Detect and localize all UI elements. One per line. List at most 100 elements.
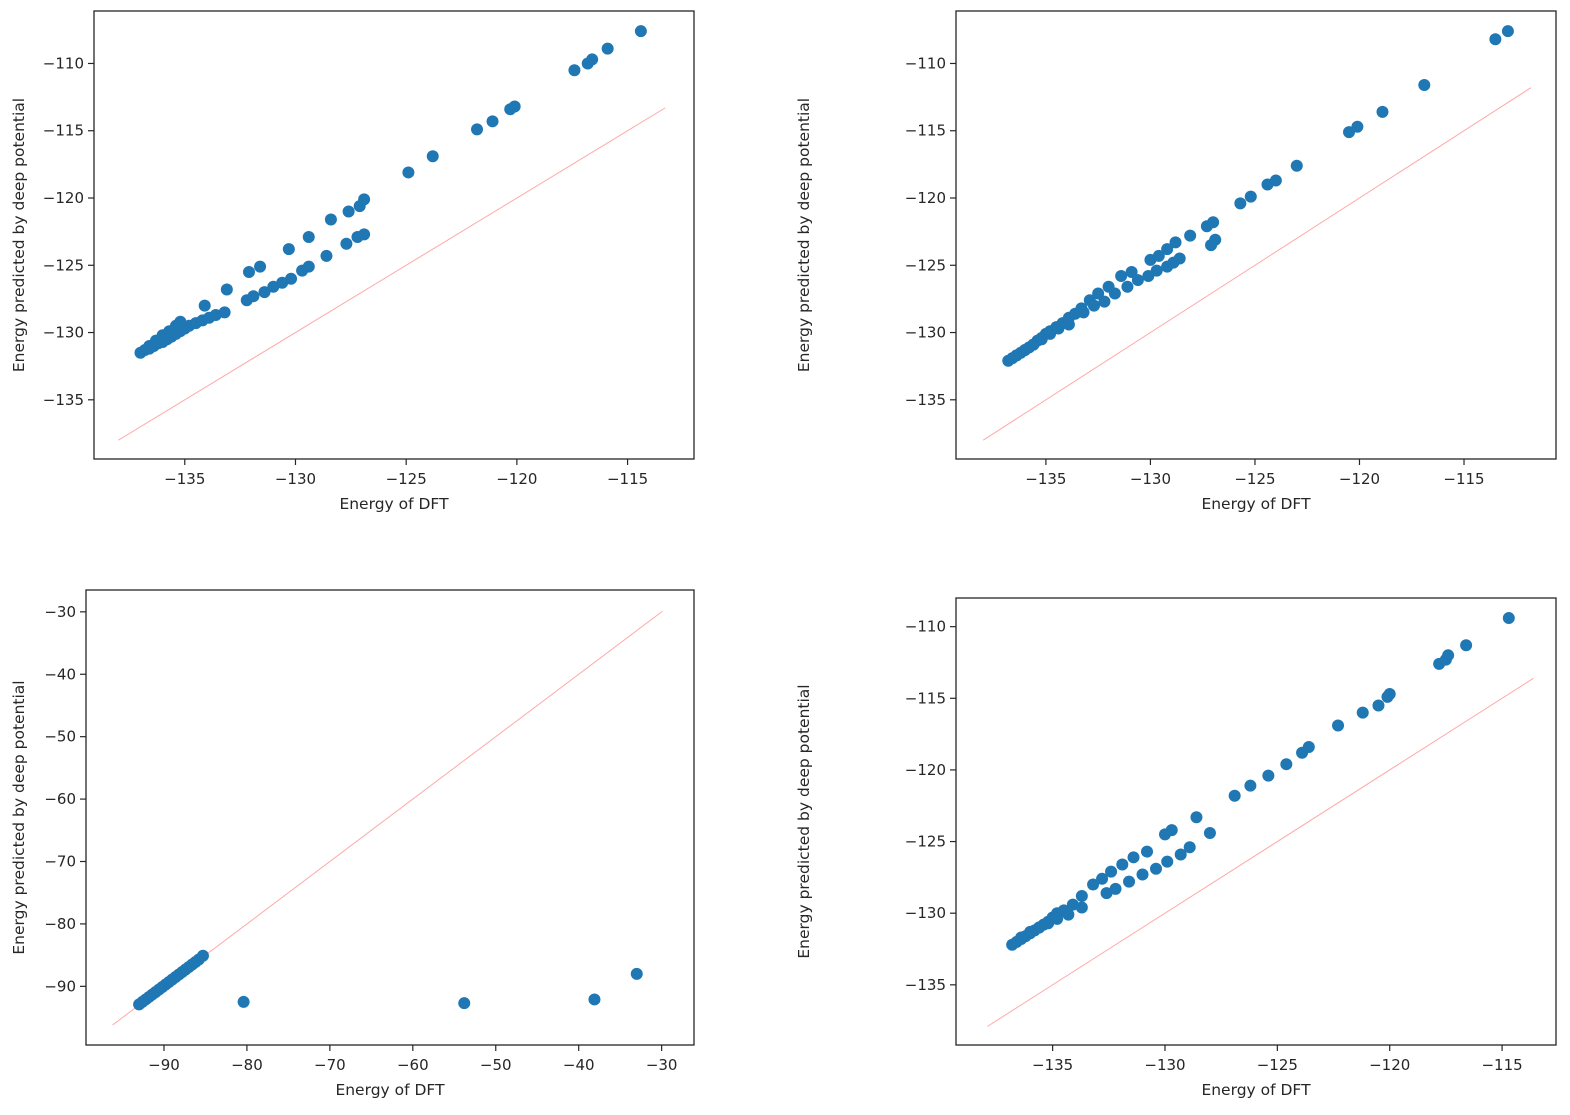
plot-top-left: −135 −130 −125 −120 −115 −110 −115 −120 −125 −130… xyxy=(0,0,785,555)
data-point xyxy=(302,260,315,273)
data-point xyxy=(1131,274,1144,287)
data-point xyxy=(1152,249,1165,262)
data-point xyxy=(1161,243,1174,256)
data-point xyxy=(1075,901,1088,914)
y-tick-label: −135 xyxy=(905,976,946,994)
y-tick-label: −115 xyxy=(905,122,946,140)
data-point xyxy=(1332,719,1345,732)
y-tick-label: −70 xyxy=(44,853,76,871)
reference-line xyxy=(118,107,666,441)
y-tick-label: −80 xyxy=(44,915,76,933)
data-point xyxy=(1042,917,1055,930)
data-point xyxy=(1174,848,1187,861)
x-tick-label: −130 xyxy=(275,470,316,488)
x-tick-label: −60 xyxy=(397,1056,429,1074)
data-point xyxy=(1121,280,1134,293)
x-tick-label: −115 xyxy=(1443,470,1484,488)
data-point xyxy=(1141,845,1154,858)
data-point xyxy=(1087,878,1100,891)
y-tick-label: −125 xyxy=(905,833,946,851)
data-point xyxy=(1173,252,1186,265)
data-point xyxy=(1234,197,1247,210)
data-point xyxy=(254,260,267,273)
data-point xyxy=(320,249,333,262)
data-point xyxy=(1125,265,1138,278)
y-tick-label: −40 xyxy=(44,665,76,683)
data-point xyxy=(340,237,353,250)
data-point xyxy=(358,193,371,206)
data-point xyxy=(1024,925,1037,938)
data-point xyxy=(1262,769,1275,782)
data-point xyxy=(258,286,271,299)
data-point xyxy=(285,272,298,285)
data-point xyxy=(1190,811,1203,824)
axes-frame xyxy=(955,10,1557,460)
data-point xyxy=(1209,233,1222,246)
y-tick-label: −135 xyxy=(905,391,946,409)
data-point xyxy=(1418,78,1431,91)
x-tick-label: −50 xyxy=(480,1056,512,1074)
scatter-points xyxy=(133,949,643,1011)
data-point xyxy=(1096,872,1109,885)
data-point xyxy=(1489,33,1502,46)
data-point xyxy=(1228,789,1241,802)
y-tick-label: −115 xyxy=(43,122,84,140)
data-point xyxy=(1302,741,1315,753)
data-point xyxy=(1062,908,1075,921)
y-axis-label: Energy predicted by deep potential xyxy=(795,684,813,958)
data-point xyxy=(1501,25,1514,38)
data-point xyxy=(1109,882,1122,895)
data-point xyxy=(1150,862,1162,875)
data-point xyxy=(282,243,295,256)
data-point xyxy=(588,993,601,1006)
x-tick-label: −125 xyxy=(386,470,427,488)
data-point xyxy=(1087,299,1100,312)
data-point xyxy=(174,315,187,328)
plot-top-right: −135 −130 −125 −120 −115 −110 −115 −120 −125 −130… xyxy=(785,0,1570,555)
reference-line xyxy=(987,677,1534,1027)
data-point xyxy=(1123,875,1136,888)
data-point xyxy=(1203,826,1216,839)
data-point xyxy=(1015,931,1028,944)
y-tick-label: −110 xyxy=(905,54,946,72)
data-point xyxy=(198,299,211,312)
data-point xyxy=(1161,855,1174,868)
data-point xyxy=(508,100,521,113)
scatter-points xyxy=(1006,612,1515,951)
x-tick-label: −90 xyxy=(148,1056,180,1074)
data-point xyxy=(1207,216,1220,229)
data-point xyxy=(1092,287,1105,300)
x-tick-label: −135 xyxy=(1025,470,1066,488)
data-point xyxy=(486,115,499,128)
data-point xyxy=(1502,612,1515,625)
data-point xyxy=(1075,890,1088,902)
y-tick-label: −30 xyxy=(44,603,76,621)
y-tick-label: −120 xyxy=(905,761,946,779)
x-axis-label: Energy of DFT xyxy=(335,1081,445,1099)
x-axis-label: Energy of DFT xyxy=(339,495,449,513)
y-axis-label: Energy predicted by deep potential xyxy=(795,98,813,372)
data-point xyxy=(302,231,315,244)
scatter-points xyxy=(1002,25,1514,367)
scatter-plot-svg: −135 −130 −125 −120 −115 −110 −115 −120 −125 −130… xyxy=(10,10,695,513)
data-point xyxy=(1290,159,1303,172)
data-point xyxy=(1244,779,1257,792)
axes-frame xyxy=(93,10,695,460)
plot-bottom-right: −135 −130 −125 −120 −115 −110 −115 −120 −125 −130… xyxy=(785,555,1570,1111)
data-point xyxy=(1269,174,1282,187)
data-point xyxy=(1100,887,1113,900)
reference-line xyxy=(982,87,1532,441)
data-point xyxy=(1460,639,1473,652)
data-point xyxy=(458,997,471,1010)
data-point xyxy=(358,228,371,241)
x-tick-label: −125 xyxy=(1234,470,1275,488)
data-point xyxy=(1051,912,1064,925)
data-point xyxy=(1116,858,1129,871)
x-tick-label: −40 xyxy=(563,1056,595,1074)
data-point xyxy=(1356,706,1369,719)
data-point xyxy=(1442,649,1455,662)
y-tick-label: −125 xyxy=(43,256,84,274)
data-point xyxy=(324,213,337,226)
data-point xyxy=(1062,318,1075,331)
data-point xyxy=(220,283,233,296)
